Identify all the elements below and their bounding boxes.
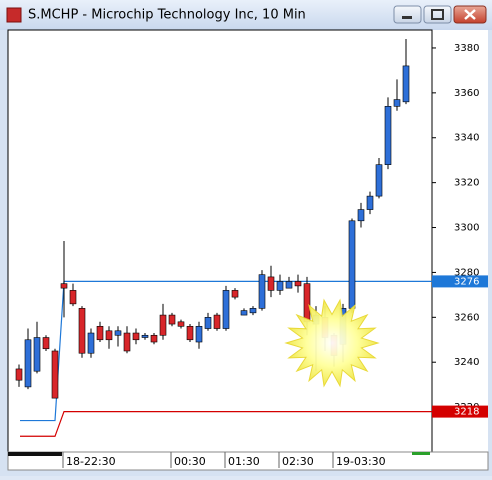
level-label-box (432, 275, 488, 288)
level-label-box (432, 405, 488, 418)
candle-body (249, 308, 257, 314)
close-icon (464, 9, 476, 20)
candle-body (213, 314, 221, 329)
y-tick-label: 3360 (454, 88, 479, 99)
candle-body (195, 325, 203, 343)
x-tick-label: 00:30 (174, 455, 206, 468)
x-tick-label: 19-03:30 (336, 455, 386, 468)
candle-body (240, 310, 248, 316)
candle-body (78, 308, 86, 354)
y-tick-label: 3320 (454, 178, 479, 189)
candle-body (150, 334, 158, 343)
x-tick-label: 02:30 (282, 455, 314, 468)
candle-body (186, 325, 194, 341)
minimize-icon (402, 16, 412, 19)
candle-body (114, 330, 122, 336)
window-icon[interactable] (6, 7, 22, 23)
candle-body (69, 290, 77, 305)
candle-body (123, 332, 131, 352)
x-tick-label: 18-22:30 (66, 455, 116, 468)
restore-button[interactable] (423, 5, 452, 24)
candle-body (15, 368, 23, 381)
candle-body (357, 209, 365, 222)
level-label: 3218 (454, 407, 479, 418)
candle-body (393, 99, 401, 107)
candle-body (60, 283, 68, 289)
candle-body (348, 220, 356, 309)
candle-body (177, 321, 185, 327)
candle-body (168, 314, 176, 325)
overlay: 3276 3218 (432, 275, 488, 418)
time-axis-bar (7, 451, 489, 471)
candle-body (366, 195, 374, 210)
candle-body (222, 290, 230, 329)
candle-body (231, 290, 239, 298)
candle-body (267, 276, 275, 291)
y-tick-label: 3380 (454, 43, 479, 54)
x-tick-label: 01:30 (228, 455, 260, 468)
candle-body (402, 65, 410, 103)
candle-body (258, 274, 266, 309)
candle-body (204, 317, 212, 329)
candle-body (375, 164, 383, 197)
y-tick-label: 3340 (454, 133, 479, 144)
candle-body (42, 337, 50, 350)
scroll-end (412, 452, 430, 455)
candle-body (24, 339, 32, 388)
restore-icon (431, 9, 444, 20)
scroll-position[interactable] (8, 452, 62, 456)
minimize-button[interactable] (393, 5, 422, 24)
candle-body (87, 332, 95, 354)
candle-body (159, 314, 167, 336)
candle-body (384, 106, 392, 165)
candle-body (276, 281, 284, 291)
level-label: 3276 (454, 276, 479, 287)
y-tick-label: 3300 (454, 223, 479, 234)
candle-body (96, 325, 104, 341)
candle-body (132, 332, 140, 341)
candle-body (33, 337, 41, 372)
candle-body (303, 283, 311, 323)
candle-body (51, 350, 59, 399)
candle-body (294, 281, 302, 287)
candle-body (105, 330, 113, 341)
candle-body (285, 281, 293, 289)
candle-body (141, 334, 149, 338)
level-line (20, 280, 432, 422)
y-tick-label: 3260 (454, 312, 479, 323)
y-tick-label: 3280 (454, 267, 479, 278)
chart-background (8, 30, 488, 452)
highlight-burst (284, 298, 380, 388)
level-line (20, 410, 432, 437)
window-title: S.MCHP - Microchip Technology Inc, 10 Mi… (28, 8, 306, 23)
y-tick-label: 3240 (454, 357, 479, 368)
